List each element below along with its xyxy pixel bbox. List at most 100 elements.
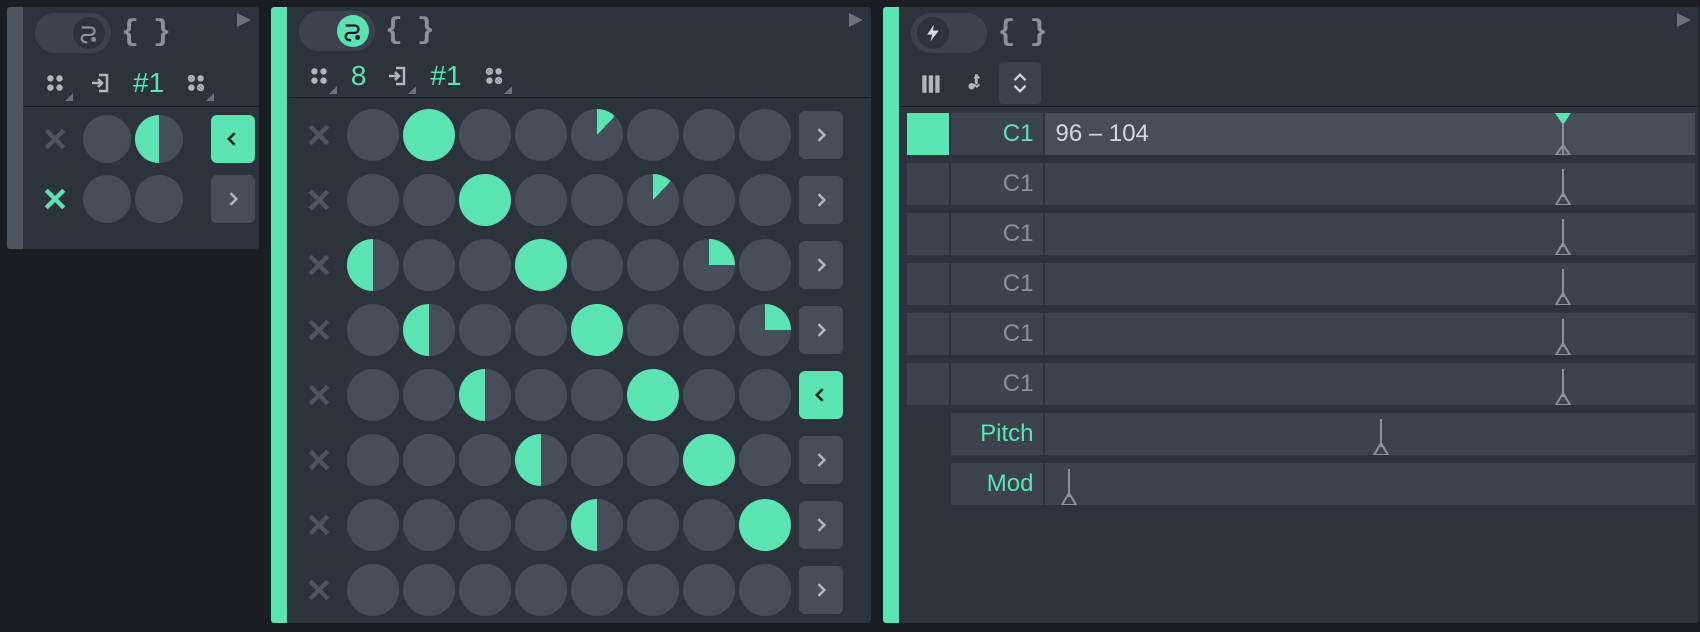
- step-cell[interactable]: [571, 304, 623, 356]
- step-cell[interactable]: [347, 174, 399, 226]
- step-cell[interactable]: [683, 174, 735, 226]
- step-cell[interactable]: [571, 499, 623, 551]
- row-enable-toggle[interactable]: [907, 113, 949, 155]
- row-note-label[interactable]: C1: [951, 313, 1043, 355]
- step-cell[interactable]: [571, 564, 623, 616]
- step-cell[interactable]: [571, 109, 623, 161]
- step-cell[interactable]: [627, 174, 679, 226]
- row-note-label[interactable]: Pitch: [951, 413, 1043, 455]
- step-cell[interactable]: [515, 434, 567, 486]
- row-enable-toggle[interactable]: [907, 363, 949, 405]
- step-cell[interactable]: [459, 109, 511, 161]
- row-nav-right[interactable]: [799, 306, 843, 354]
- step-cell[interactable]: [683, 434, 735, 486]
- input-icon[interactable]: [81, 63, 121, 103]
- step-cell[interactable]: [347, 304, 399, 356]
- braces-icon[interactable]: { }: [121, 16, 169, 50]
- step-cell[interactable]: [683, 239, 735, 291]
- step-cell[interactable]: [627, 109, 679, 161]
- row-mute-button[interactable]: [295, 176, 343, 224]
- step-cell[interactable]: [459, 369, 511, 421]
- step-cell[interactable]: [83, 115, 131, 163]
- step-cell[interactable]: [135, 115, 183, 163]
- mode-toggle[interactable]: [299, 11, 375, 51]
- step-cell[interactable]: [403, 239, 455, 291]
- row-slider[interactable]: [1045, 363, 1695, 405]
- row-mute-button[interactable]: [295, 241, 343, 289]
- row-note-label[interactable]: C1: [951, 113, 1043, 155]
- braces-icon[interactable]: { }: [385, 14, 433, 48]
- grid-icon[interactable]: [299, 56, 339, 96]
- step-cell[interactable]: [627, 564, 679, 616]
- row-nav-left[interactable]: [799, 371, 843, 419]
- step-cell[interactable]: [347, 564, 399, 616]
- step-cell[interactable]: [347, 109, 399, 161]
- step-cell[interactable]: [403, 499, 455, 551]
- step-cell[interactable]: [683, 109, 735, 161]
- step-cell[interactable]: [739, 174, 791, 226]
- row-nav-right[interactable]: [799, 111, 843, 159]
- mode-toggle[interactable]: [911, 13, 987, 53]
- row-mute-button[interactable]: [295, 566, 343, 614]
- row-nav-right[interactable]: [799, 566, 843, 614]
- row-mute-button[interactable]: [31, 115, 79, 163]
- slider-handle[interactable]: [1552, 363, 1570, 405]
- row-slider[interactable]: [1045, 463, 1695, 505]
- row-mute-button[interactable]: [295, 436, 343, 484]
- row-slider[interactable]: [1045, 213, 1695, 255]
- row-enable-toggle[interactable]: [907, 263, 949, 305]
- step-cell[interactable]: [683, 564, 735, 616]
- row-nav-right[interactable]: [799, 501, 843, 549]
- keyboard-icon[interactable]: [911, 62, 953, 104]
- slider-handle[interactable]: [1552, 263, 1570, 305]
- step-cell[interactable]: [403, 109, 455, 161]
- row-nav-right[interactable]: [799, 436, 843, 484]
- step-cell[interactable]: [403, 304, 455, 356]
- shuffle-icon[interactable]: [176, 63, 216, 103]
- row-nav-left[interactable]: [211, 115, 255, 163]
- step-cell[interactable]: [683, 369, 735, 421]
- count-label[interactable]: 8: [345, 60, 373, 92]
- step-cell[interactable]: [459, 174, 511, 226]
- note-updown-icon[interactable]: [955, 62, 997, 104]
- step-cell[interactable]: [515, 174, 567, 226]
- row-note-label[interactable]: C1: [951, 363, 1043, 405]
- row-mute-button[interactable]: [295, 111, 343, 159]
- play-icon[interactable]: [849, 13, 863, 32]
- row-enable-toggle[interactable]: [907, 163, 949, 205]
- mode-toggle[interactable]: [35, 13, 111, 53]
- row-slider[interactable]: [1045, 163, 1695, 205]
- row-note-label[interactable]: C1: [951, 263, 1043, 305]
- step-cell[interactable]: [571, 174, 623, 226]
- step-cell[interactable]: [403, 434, 455, 486]
- row-slider[interactable]: 96 – 104: [1045, 113, 1695, 155]
- step-cell[interactable]: [571, 434, 623, 486]
- step-cell[interactable]: [515, 304, 567, 356]
- slider-handle[interactable]: [1552, 113, 1570, 155]
- channel-label[interactable]: #1: [127, 67, 170, 99]
- channel-label[interactable]: #1: [424, 60, 467, 92]
- step-cell[interactable]: [403, 174, 455, 226]
- input-icon[interactable]: [378, 56, 418, 96]
- step-cell[interactable]: [683, 499, 735, 551]
- step-cell[interactable]: [403, 564, 455, 616]
- expand-icon[interactable]: [999, 62, 1041, 104]
- braces-icon[interactable]: { }: [997, 16, 1045, 50]
- step-cell[interactable]: [739, 564, 791, 616]
- row-slider[interactable]: [1045, 313, 1695, 355]
- slider-handle[interactable]: [1552, 213, 1570, 255]
- step-cell[interactable]: [515, 369, 567, 421]
- step-cell[interactable]: [459, 564, 511, 616]
- step-cell[interactable]: [739, 369, 791, 421]
- step-cell[interactable]: [515, 239, 567, 291]
- row-mute-button[interactable]: [295, 371, 343, 419]
- step-cell[interactable]: [459, 239, 511, 291]
- step-cell[interactable]: [459, 434, 511, 486]
- play-icon[interactable]: [1677, 13, 1691, 32]
- step-cell[interactable]: [627, 304, 679, 356]
- step-cell[interactable]: [683, 304, 735, 356]
- row-nav-right[interactable]: [799, 241, 843, 289]
- row-mute-button[interactable]: [295, 501, 343, 549]
- play-icon[interactable]: [237, 13, 251, 32]
- step-cell[interactable]: [459, 499, 511, 551]
